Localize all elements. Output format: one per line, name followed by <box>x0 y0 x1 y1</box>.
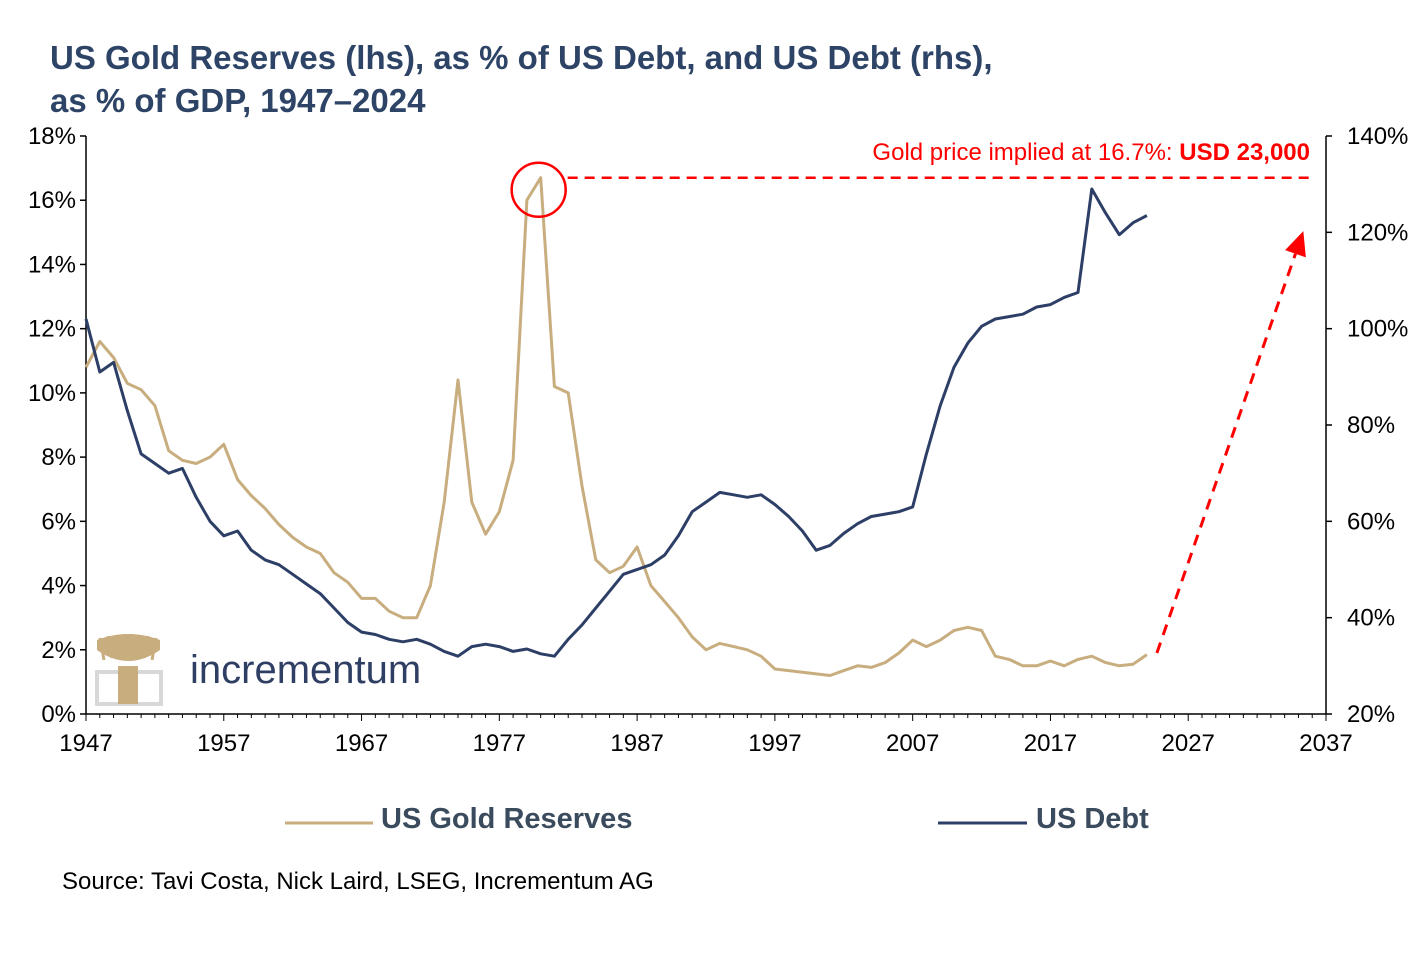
logo-branch <box>106 635 114 659</box>
y-left-tick-label: 2% <box>41 637 76 664</box>
chart-marks <box>84 176 1148 677</box>
x-tick-label: 1987 <box>610 730 663 757</box>
x-tick-label: 1997 <box>748 730 801 757</box>
y-right-tick-label: 40% <box>1347 605 1395 632</box>
peak-highlight-circle <box>510 161 567 218</box>
chart-axes: 0% 2% 4% 6% 8% 10% 12% 14% 16% 18% 20% 40% 60% 80% 100… <box>28 123 1408 757</box>
y-right-tick-label: 100% <box>1347 316 1408 343</box>
y-right-tick-label: 80% <box>1347 412 1395 439</box>
y-left-tick-label: 0% <box>41 701 76 728</box>
projection-arrow-line <box>1155 253 1297 654</box>
chart-title-line-1: US Gold Reserves (lhs), as % of US Debt,… <box>50 39 993 76</box>
annotation-text-value: USD 23,000 <box>1179 139 1310 166</box>
logo-branch <box>114 634 122 658</box>
x-tick-label: 1977 <box>473 730 526 757</box>
series-line-gold-reserves <box>84 176 1148 677</box>
logo-branch <box>98 637 106 661</box>
logo-branch <box>142 635 150 659</box>
y-left-tick-label: 14% <box>28 251 76 278</box>
logo-branch <box>150 637 158 661</box>
y-left-tick-label: 12% <box>28 316 76 343</box>
y-right-tick-label: 120% <box>1347 219 1408 246</box>
y-right-tick-label: 20% <box>1347 701 1395 728</box>
y-left-tick-label: 18% <box>28 123 76 150</box>
logo-trunk <box>118 666 138 704</box>
chart-annotation: Gold price implied at 16.7%: USD 23,000 <box>510 139 1310 654</box>
series-line-us-debt <box>84 187 1148 658</box>
source-note: Source: Tavi Costa, Nick Laird, LSEG, In… <box>62 868 654 895</box>
x-tick-label: 2037 <box>1299 730 1352 757</box>
logo-branch <box>134 634 142 658</box>
legend-label-gold: US Gold Reserves <box>381 803 633 835</box>
projection-arrow-head <box>1285 231 1306 258</box>
x-tick-label: 2027 <box>1162 730 1215 757</box>
legend <box>285 821 1027 825</box>
x-tick-label: 1947 <box>59 730 112 757</box>
x-tick-label: 1967 <box>335 730 388 757</box>
x-tick-label: 2007 <box>886 730 939 757</box>
y-right-tick-label: 60% <box>1347 508 1395 535</box>
y-left-tick-label: 6% <box>41 508 76 535</box>
y-left-tick-label: 10% <box>28 380 76 407</box>
logo-branch <box>126 633 134 657</box>
logo-wordmark: incrementum <box>190 648 422 692</box>
x-tick-label: 1957 <box>197 730 250 757</box>
chart-canvas: 0% 2% 4% 6% 8% 10% 12% 14% 16% 18% 20% 40% 60% 80% 100… <box>28 123 1408 757</box>
y-right-tick-label: 140% <box>1347 123 1408 150</box>
chart-title-line-2: as % of GDP, 1947–2024 <box>50 82 426 119</box>
chart-title: US Gold Reserves (lhs), as % of US Debt,… <box>50 36 1350 122</box>
annotation-text: Gold price implied at 16.7%: USD 23,000 <box>872 139 1310 166</box>
y-left-tick-label: 4% <box>41 573 76 600</box>
tree-logo-icon <box>95 633 163 706</box>
y-left-tick-label: 16% <box>28 187 76 214</box>
annotation-text-prefix: Gold price implied at 16.7%: <box>872 139 1179 166</box>
y-left-tick-label: 8% <box>41 444 76 471</box>
x-tick-label: 2017 <box>1024 730 1077 757</box>
legend-label-debt: US Debt <box>1036 803 1149 835</box>
